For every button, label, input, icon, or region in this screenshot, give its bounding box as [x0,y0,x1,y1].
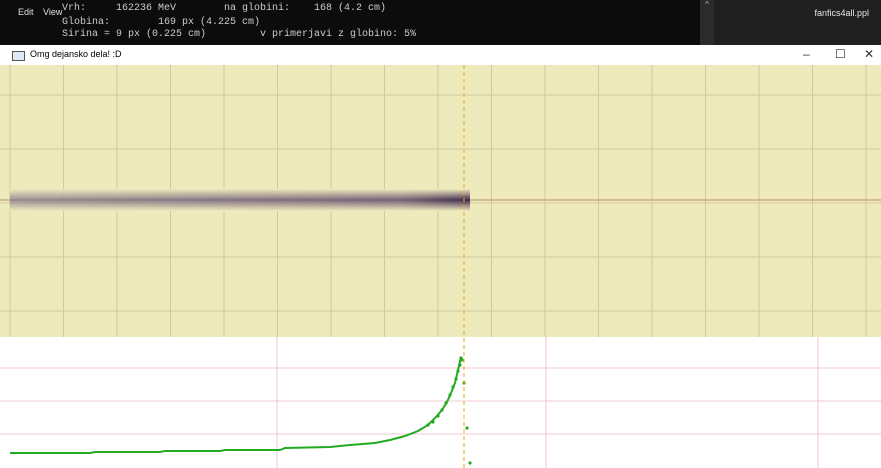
beam-shade [10,189,470,211]
dose-point [454,377,458,381]
console-line: Sirina = 9 px (0.225 cm) v primerjavi z … [62,29,417,40]
console-line: Vrh: 162236 MeV na globini: 168 (4.2 cm) [62,3,387,14]
dose-point [440,408,444,412]
console-line: Globina: 169 px (4.225 cm) [62,17,261,28]
dose-point [444,401,448,405]
console: Edit View Vrh: 162236 MeV na globini: 16… [0,0,700,45]
dose-point [451,385,455,389]
maximize-button[interactable]: ☐ [835,47,846,61]
dose-point [456,369,460,373]
close-button[interactable]: ✕ [864,47,875,61]
dose-curve [10,356,462,454]
window-icon [12,51,25,61]
minimize-button[interactable]: – [803,47,810,61]
file-name[interactable]: fanfics4all.ppl [814,8,869,18]
dose-point [465,426,469,430]
grid [0,65,881,337]
plot-area [0,337,881,468]
dose-point [426,423,430,427]
menu-item[interactable]: View [43,7,63,17]
dose-point [468,461,472,465]
dose-point [448,393,452,397]
dose-point [458,363,462,367]
window-title: Omg dejansko dela! :D [30,49,122,59]
dose-point [431,420,435,424]
window-title-bar: Omg dejansko dela! :D – ☐ ✕ [0,45,881,65]
menu-item[interactable]: Edit [18,7,34,17]
dose-point [436,414,440,418]
plot-grid [0,337,881,468]
scrollbar[interactable]: ^ [700,0,714,45]
simulation-canvas [0,65,881,468]
dose-points [426,356,472,465]
taskbar: Edit View Vrh: 162236 MeV na globini: 16… [0,0,881,45]
dose-point [460,358,464,362]
